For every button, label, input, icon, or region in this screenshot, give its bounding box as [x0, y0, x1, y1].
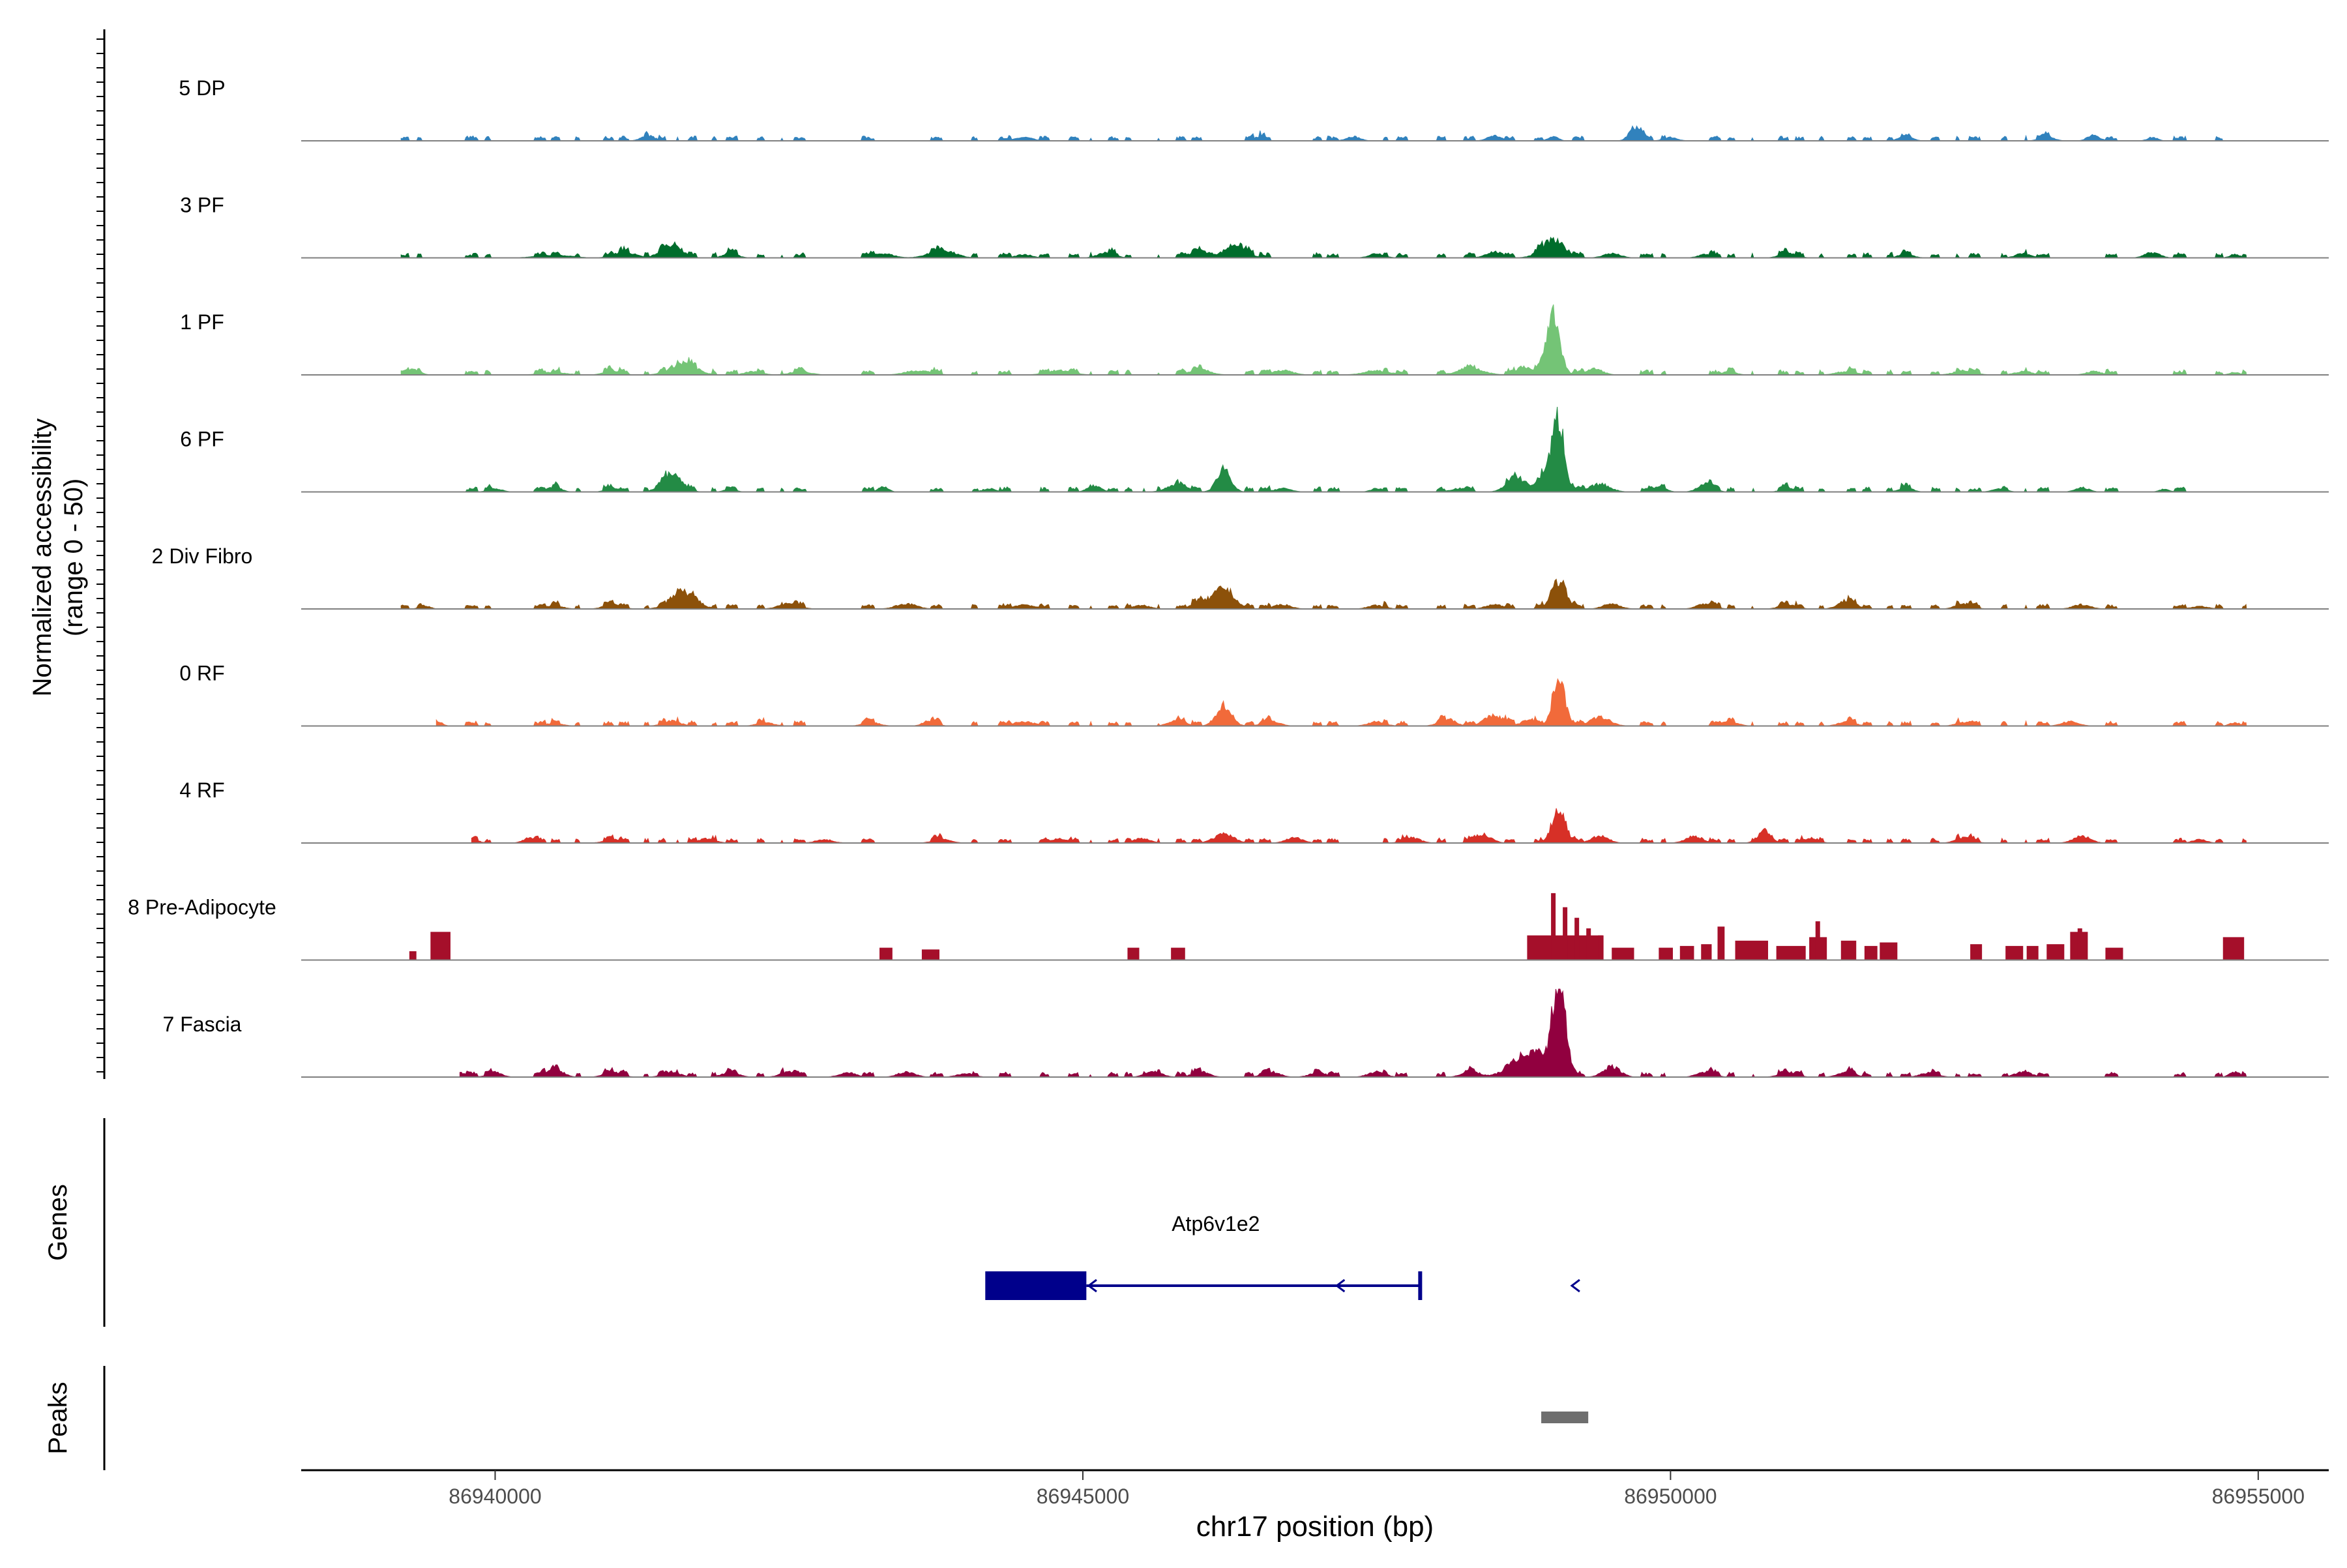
- coverage-block: [430, 932, 450, 960]
- x-axis-tick-label: 86940000: [449, 1485, 541, 1508]
- track-1-pf: 1 PF: [180, 304, 2329, 376]
- x-axis-title: chr17 position (bp): [1196, 1511, 1434, 1543]
- coverage-spike: [1586, 928, 1591, 960]
- track-label: 6 PF: [180, 428, 224, 451]
- coverage-block: [1970, 944, 1983, 960]
- coverage-block: [1864, 945, 1878, 960]
- coverage-block: [2222, 937, 2245, 960]
- y-axis-title-line1: Normalized accessibility: [28, 419, 57, 697]
- gene-track: Atp6v1e2: [985, 1212, 1580, 1300]
- coverage-spike: [2077, 928, 2082, 960]
- coverage-spike: [1598, 935, 1603, 960]
- coverage-area: [400, 237, 2247, 259]
- track-3-pf: 3 PF: [180, 194, 2329, 259]
- track-8-pre-adipocyte: 8 Pre-Adipocyte: [128, 893, 2329, 961]
- coverage-spike: [1563, 907, 1568, 960]
- coverage-block: [1171, 947, 1185, 960]
- track-label: 8 Pre-Adipocyte: [128, 896, 276, 919]
- track-label: 1 PF: [180, 310, 224, 334]
- x-axis-tick-label: 86945000: [1037, 1485, 1129, 1508]
- coverage-block: [2005, 945, 2024, 960]
- track-label: 7 Fascia: [163, 1013, 242, 1036]
- gene-name-label: Atp6v1e2: [1172, 1212, 1260, 1235]
- x-axis-tick-label: 86950000: [1624, 1485, 1717, 1508]
- track-label: 2 Div Fibro: [152, 544, 253, 568]
- coverage-block: [1735, 940, 1769, 960]
- coverage-area: [400, 125, 2224, 141]
- x-axis-tick-label: 86955000: [2212, 1485, 2305, 1508]
- track-2-div-fibro: 2 Div Fibro: [152, 544, 2329, 610]
- coverage-area: [471, 808, 2247, 844]
- coverage-tracks: 5 DP 3 PF 1 PF 6 PF 2 Div Fibro 0 RF 4 RF 8 Pre…: [128, 76, 2329, 1078]
- peak-track: [1541, 1412, 1589, 1423]
- track-0-rf: 0 RF: [179, 662, 2329, 727]
- coverage-block: [1840, 940, 1857, 960]
- strand-arrow: [1087, 1279, 1097, 1293]
- coverage-block: [2026, 945, 2039, 960]
- coverage-block: [1776, 945, 1806, 960]
- coverage-block: [1659, 947, 1673, 960]
- coverage-block: [1612, 947, 1634, 960]
- strand-arrow: [1335, 1279, 1346, 1293]
- coverage-spike: [1574, 917, 1580, 960]
- track-5-dp: 5 DP: [179, 76, 2329, 141]
- peak-region: [1541, 1412, 1589, 1423]
- track-label: 5 DP: [179, 76, 225, 100]
- track-7-fascia: 7 Fascia: [163, 988, 2329, 1078]
- track-4-rf: 4 RF: [179, 778, 2329, 844]
- coverage-area: [459, 988, 2247, 1078]
- track-label: 4 RF: [179, 778, 224, 802]
- coverage-block: [1701, 944, 1712, 960]
- peaks-track-label: Peaks: [44, 1382, 72, 1454]
- coverage-block: [1880, 942, 1898, 960]
- y-axis-title-line2: (range 0 - 50): [59, 479, 88, 636]
- coverage-spike: [1815, 921, 1820, 960]
- track-6-pf: 6 PF: [180, 406, 2329, 493]
- coverage-spike: [1551, 893, 1556, 960]
- coverage-block: [879, 947, 893, 960]
- coverage-block: [409, 951, 417, 960]
- gene-exon-block: [985, 1271, 1087, 1300]
- coverage-block: [921, 949, 939, 960]
- coverage-block: [1127, 947, 1140, 960]
- track-label: 3 PF: [180, 194, 224, 217]
- coverage-block: [1679, 945, 1694, 960]
- coverage-block: [1717, 926, 1725, 960]
- coverage-y-axis-ticks: [96, 38, 104, 1072]
- coverage-area: [400, 578, 2247, 610]
- coverage-area: [435, 677, 2247, 726]
- x-axis-ticks: 86940000 86945000 86950000 86955000: [449, 1470, 2305, 1508]
- coverage-area: [424, 406, 2188, 493]
- coverage-block: [2105, 947, 2123, 960]
- coverage-area: [400, 304, 2247, 376]
- track-label: 0 RF: [179, 662, 224, 685]
- coverage-block: [2046, 944, 2065, 960]
- genes-track-label: Genes: [44, 1184, 72, 1261]
- strand-arrow: [1570, 1279, 1580, 1293]
